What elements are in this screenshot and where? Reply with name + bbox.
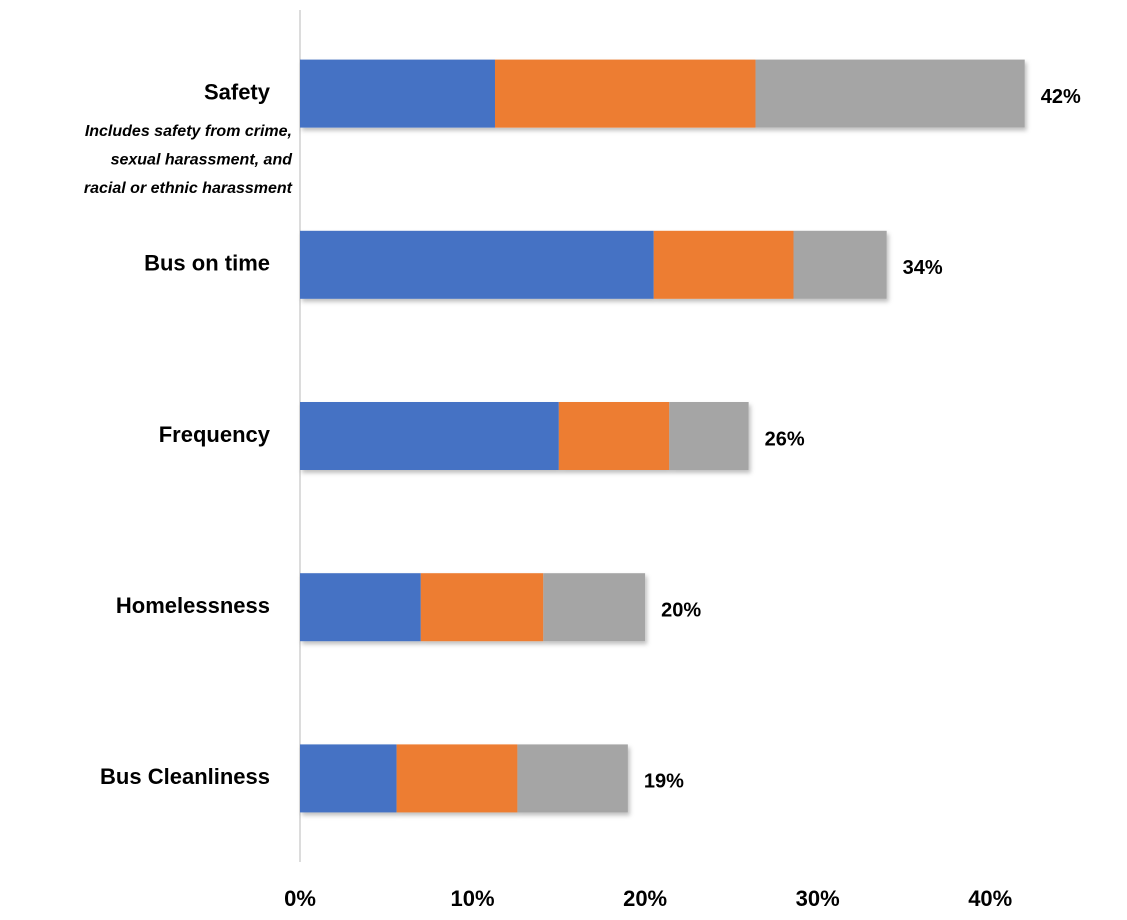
x-tick-label: 40% [968,886,1012,911]
category-label: Safety [204,79,271,104]
category-label: Frequency [159,422,271,447]
category-note: racial or ethnic harassment [84,180,293,197]
bar-segment [494,59,756,128]
bar-segment [793,230,887,299]
x-tick-label: 30% [796,886,840,911]
bar-segment [300,402,559,470]
bar-segment [396,744,518,813]
bar-stack [300,402,749,470]
bar-segment [300,59,495,128]
bar-segment [669,402,749,470]
bar-segment [755,59,1025,128]
total-label: 34% [903,257,943,279]
bar-segment [300,230,654,299]
total-label: 26% [765,428,805,450]
bar-stack [300,230,887,299]
category-note: sexual harassment, and [111,151,294,168]
bar-segment [300,573,421,642]
category-note: Includes safety from crime, [85,123,292,140]
bar-segment [653,230,794,299]
bar-segment [558,402,670,470]
bar-segment [543,573,646,642]
bar-segment [517,744,628,813]
bar-segment [420,573,544,642]
bar-stack [300,573,646,642]
x-tick-label: 10% [451,886,495,911]
total-label: 42% [1041,86,1081,108]
x-tick-label: 20% [623,886,667,911]
x-tick-label: 0% [284,886,316,911]
bar-stack [300,59,1025,128]
category-label: Bus Cleanliness [100,764,270,789]
total-label: 20% [661,599,701,621]
total-label: 19% [644,771,684,793]
bar-stack [300,744,628,813]
category-label: Bus on time [144,251,270,276]
bar-segment [300,744,397,813]
category-label: Homelessness [116,593,270,618]
